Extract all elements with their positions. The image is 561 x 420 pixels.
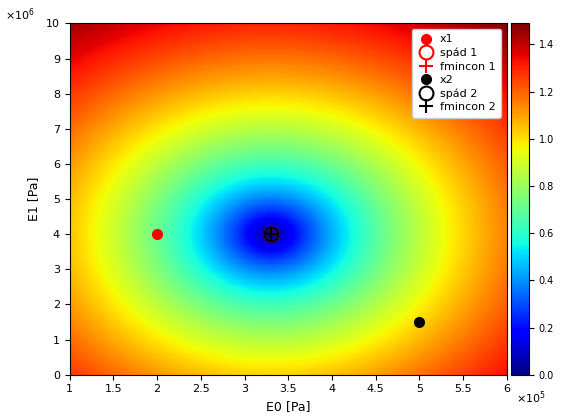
Y-axis label: E1 [Pa]: E1 [Pa] [27,177,40,221]
Text: $\times 10^6$: $\times 10^6$ [5,7,35,23]
X-axis label: E0 [Pa]: E0 [Pa] [266,400,311,413]
Text: $\times 10^5$: $\times 10^5$ [516,390,545,406]
Legend: x1, spád 1, fmincon 1, x2, spád 2, fmincon 2: x1, spád 1, fmincon 1, x2, spád 2, fminc… [412,29,502,118]
